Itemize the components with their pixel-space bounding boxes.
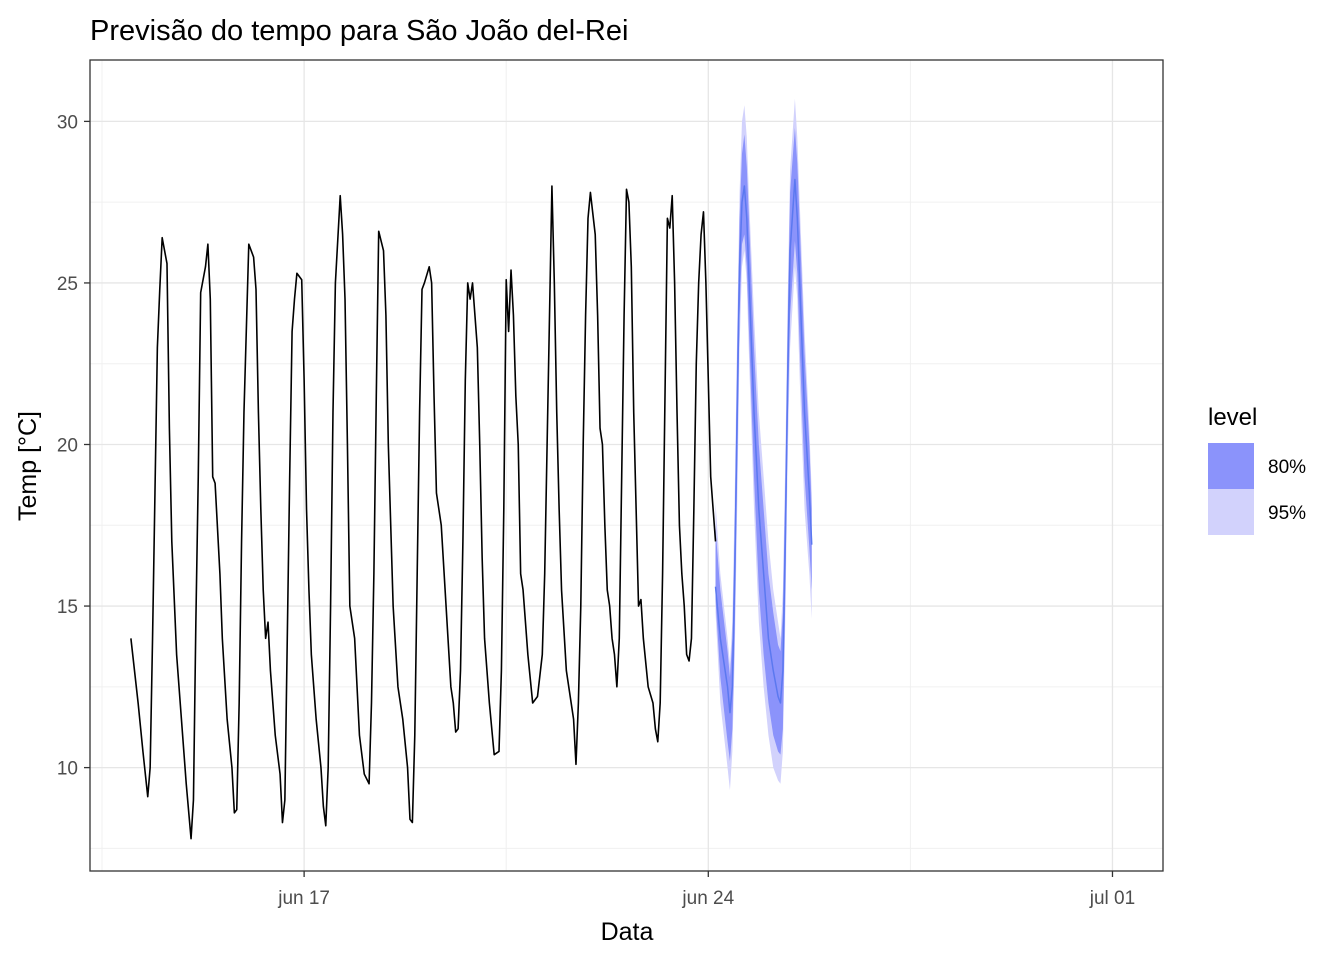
y-tick-label: 20 — [57, 435, 78, 456]
forecast-line — [714, 178, 813, 714]
plot-border — [89, 59, 1164, 872]
y-tick-label: 25 — [57, 274, 78, 295]
legend-key-80 — [1208, 443, 1254, 489]
legend-label-80: 80% — [1268, 457, 1306, 478]
y-tick-label: 30 — [57, 112, 78, 133]
y-axis: 10 15 20 25 30 — [57, 112, 90, 780]
observed-line — [130, 185, 717, 840]
series-lines — [130, 178, 813, 840]
plot-frame — [89, 59, 1164, 872]
y-axis-title: Temp [°C] — [14, 411, 42, 521]
x-tick-label: jun 24 — [681, 888, 734, 909]
legend: level 80% 95% — [1208, 404, 1306, 535]
legend-key-95 — [1208, 489, 1254, 535]
x-axis-title: Data — [601, 918, 654, 946]
y-tick-label: 15 — [57, 597, 78, 618]
x-tick-label: jul 01 — [1089, 888, 1135, 909]
chart-title: Previsão do tempo para São João del-Rei — [90, 15, 628, 47]
x-axis: jun 17 jun 24 jul 01 — [277, 871, 1135, 909]
legend-title: level — [1208, 404, 1257, 431]
plot-background — [90, 60, 1163, 871]
plot-panel — [90, 60, 1163, 871]
y-tick-label: 10 — [57, 759, 78, 780]
x-tick-label: jun 17 — [277, 888, 330, 909]
legend-label-95: 95% — [1268, 503, 1306, 524]
